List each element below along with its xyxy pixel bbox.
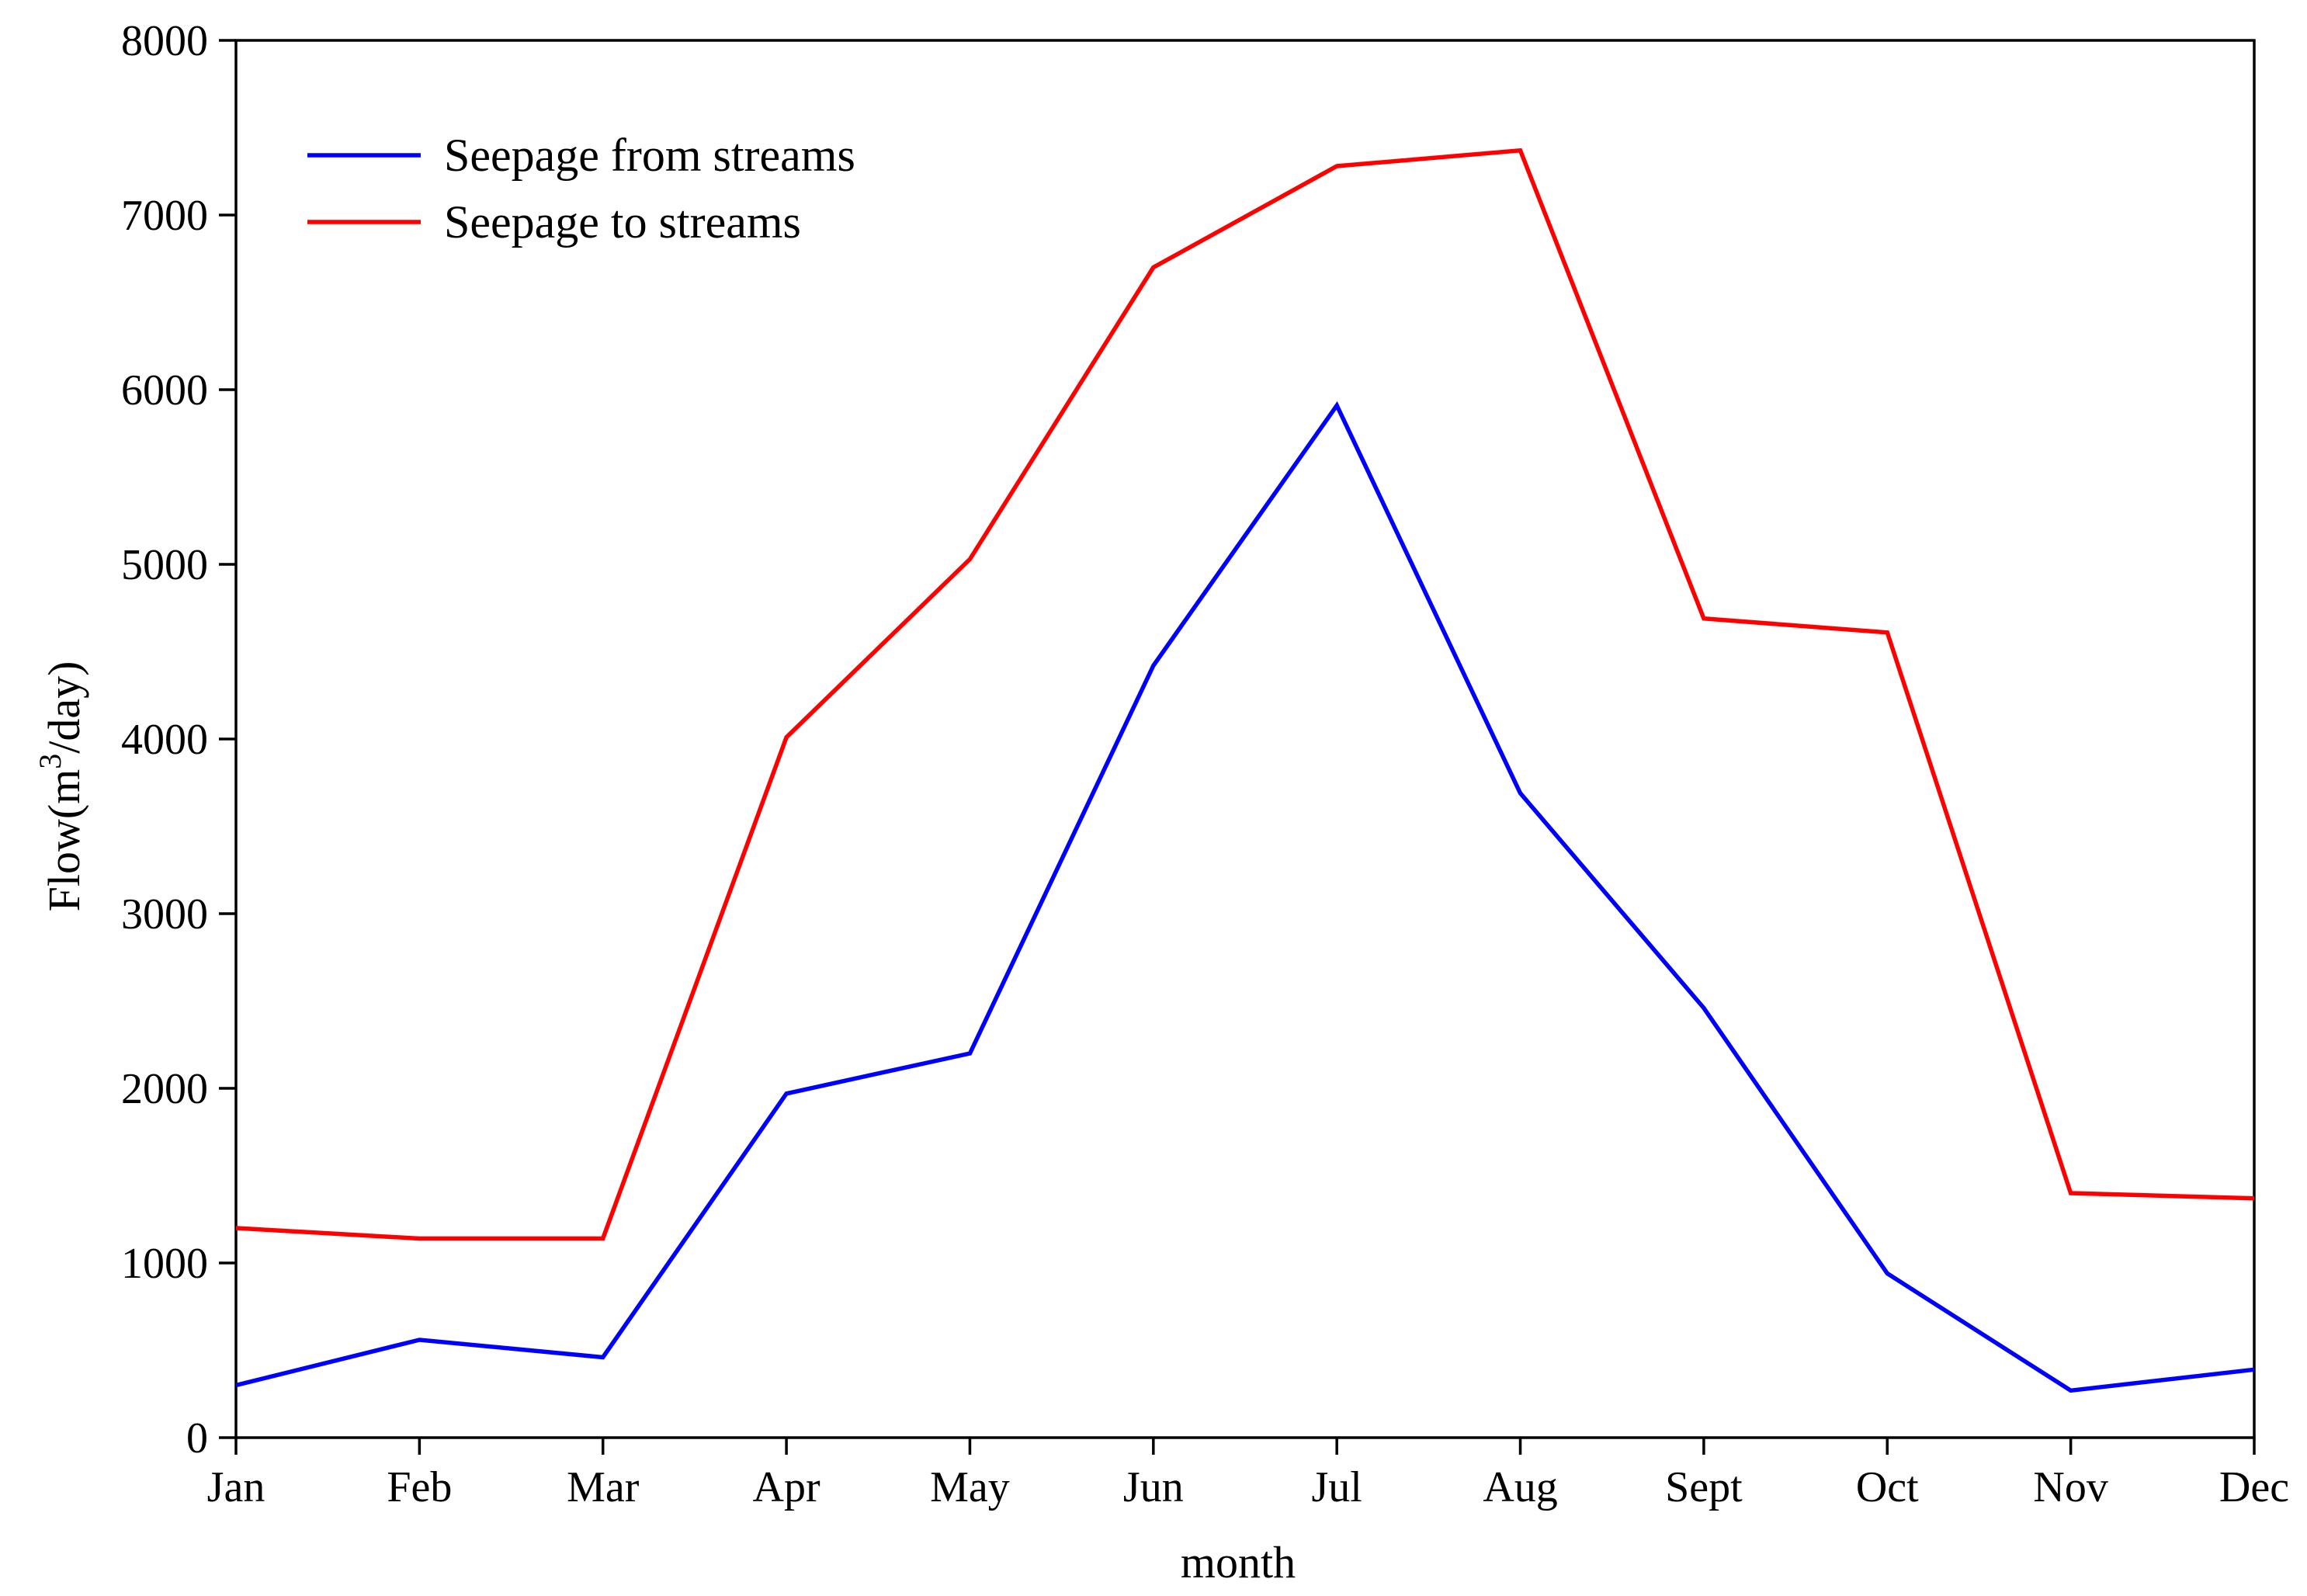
legend-label: Seepage from streams: [444, 130, 855, 181]
series-line-seepage-to-streams: [235, 147, 2255, 1241]
series-line-seepage-from-streams: [235, 401, 2255, 1393]
x-tick-label: Jan: [207, 1463, 265, 1511]
x-tick-label: Jul: [1312, 1463, 1362, 1511]
x-axis-ticks: Jan Feb Mar Apr May Jun Jul Aug Sept Oct Nov Dec: [207, 1438, 2289, 1511]
x-tick-label: Apr: [753, 1463, 820, 1511]
y-tick-label: 7000: [121, 192, 208, 240]
x-tick-label: Aug: [1483, 1463, 1557, 1511]
y-axis-label-prefix: Flow(m: [39, 769, 89, 912]
y-axis-label-suffix: /day): [39, 661, 89, 754]
x-tick-label: Dec: [2219, 1463, 2289, 1511]
y-tick-label: 2000: [121, 1065, 208, 1113]
legend: Seepage from streams Seepage to streams: [307, 130, 855, 248]
y-tick-label: 6000: [121, 366, 208, 415]
y-tick-label: 5000: [121, 541, 208, 589]
plot-frame: [234, 39, 2256, 1439]
y-tick-label: 8000: [121, 17, 208, 65]
y-axis-label: Flow(m3/day): [33, 661, 89, 912]
series-layer: [235, 147, 2255, 1393]
y-tick-label: 0: [186, 1414, 208, 1462]
y-tick-label: 3000: [121, 890, 208, 939]
y-tick-label: 4000: [121, 716, 208, 764]
plot-area-border: [234, 39, 2256, 1439]
x-tick-label: Feb: [387, 1463, 452, 1511]
y-axis-label-superscript: 3: [33, 754, 68, 769]
x-tick-label: Nov: [2033, 1463, 2108, 1511]
legend-label: Seepage to streams: [444, 196, 801, 248]
x-tick-label: Mar: [567, 1463, 640, 1511]
x-tick-label: Jun: [1123, 1463, 1184, 1511]
x-tick-label: Sept: [1665, 1463, 1743, 1511]
x-axis-label: month: [1181, 1537, 1296, 1587]
y-tick-label: 1000: [121, 1240, 208, 1288]
x-tick-label: May: [930, 1463, 1010, 1511]
x-tick-label: Oct: [1856, 1463, 1919, 1511]
y-axis-ticks: 0 1000 2000 3000 4000 5000 6000 7000 8000: [121, 17, 236, 1462]
